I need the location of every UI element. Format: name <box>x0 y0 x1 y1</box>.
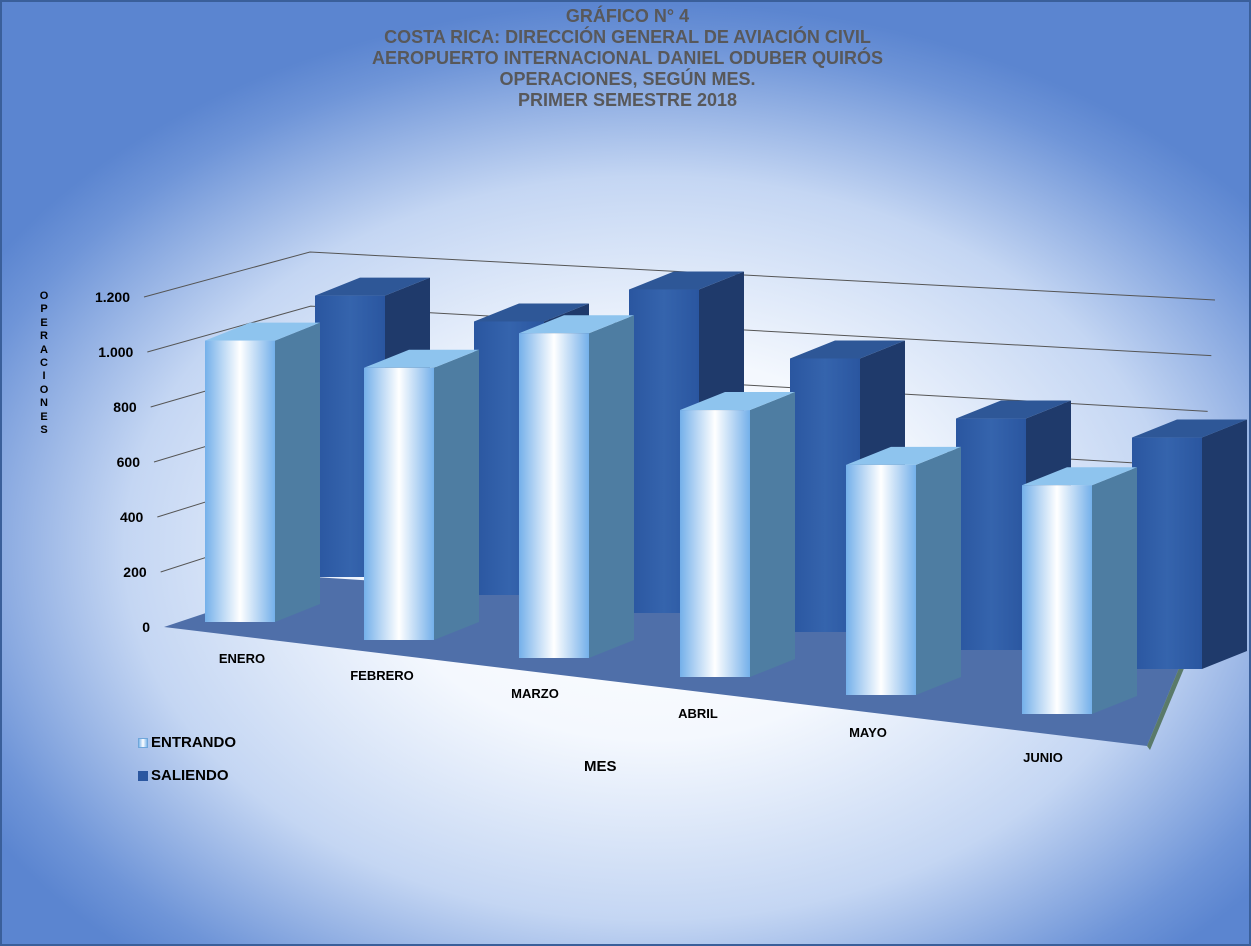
bar-entrando-febrero-top <box>364 349 479 368</box>
y-axis-ticks: 0 200 400 600 800 1.000 1.200 <box>95 289 150 635</box>
y-axis-label-char: I <box>42 370 46 383</box>
bar-entrando-junio-front <box>1022 485 1092 714</box>
legend: ENTRANDO SALIENDO <box>138 726 236 792</box>
legend-label-entrando: ENTRANDO <box>151 734 236 751</box>
y-axis-label-char: S <box>40 424 48 437</box>
bar-entrando-junio <box>1022 467 1137 714</box>
chart-title: GRÁFICO N° 4 COSTA RICA: DIRECCIÓN GENER… <box>2 6 1249 111</box>
legend-swatch-saliendo <box>138 770 148 781</box>
x-category-label: ABRIL <box>678 706 718 721</box>
y-axis-label-char: C <box>40 357 48 370</box>
y-tick-label: 1.000 <box>98 344 133 360</box>
bar-entrando-mayo-front <box>846 464 916 695</box>
bar-saliendo-junio <box>1132 419 1247 669</box>
bar-entrando-abril-top <box>680 392 795 411</box>
x-axis-label: MES <box>584 758 617 775</box>
bar-saliendo-marzo-top <box>629 271 744 290</box>
bar-entrando-febrero-side <box>434 349 479 640</box>
x-category-label: MARZO <box>511 686 559 701</box>
y-axis-label-char: O <box>39 383 49 396</box>
bar-entrando-mayo-top <box>846 446 961 465</box>
y-axis-label-char: P <box>40 303 48 316</box>
bar-saliendo-junio-front <box>1132 437 1202 669</box>
bar-entrando-enero <box>205 322 320 622</box>
y-tick-label: 0 <box>142 619 150 635</box>
bar-entrando-mayo <box>846 446 961 695</box>
bar-saliendo-junio-side <box>1202 419 1247 669</box>
bar-saliendo-mayo-front <box>956 418 1026 650</box>
bar-entrando-marzo-top <box>519 315 634 334</box>
y-axis-label-char: N <box>40 397 48 410</box>
y-axis-label-char: A <box>40 343 48 356</box>
bar-saliendo-enero-top <box>315 277 430 296</box>
bar-entrando-enero-front <box>205 340 275 622</box>
x-category-label: MAYO <box>849 725 887 740</box>
bar-entrando-mayo-side <box>916 446 961 695</box>
bar-saliendo-febrero-top <box>474 303 589 322</box>
bar-entrando-enero-side <box>275 322 320 622</box>
x-category-label: FEBRERO <box>350 668 414 683</box>
title-line-5: PRIMER SEMESTRE 2018 <box>517 90 738 110</box>
bar-entrando-marzo <box>519 315 634 658</box>
x-axis-categories: ENERO FEBRERO MARZO ABRIL MAYO JUNIO <box>219 651 1063 765</box>
x-category-label: ENERO <box>219 651 265 666</box>
y-tick-label: 200 <box>123 564 147 580</box>
bar-entrando-abril-front <box>680 410 750 677</box>
legend-item-entrando: ENTRANDO <box>138 726 236 759</box>
y-tick-label: 800 <box>113 399 137 415</box>
y-tick-label: 400 <box>120 509 144 525</box>
bar-entrando-febrero-front <box>364 367 434 640</box>
y-axis-label-char: O <box>39 290 49 302</box>
x-category-label: JUNIO <box>1023 750 1063 765</box>
y-tick-label: 600 <box>117 454 141 470</box>
title-line-1: GRÁFICO N° 4 <box>565 6 690 26</box>
y-axis-label-char: E <box>40 316 48 329</box>
y-axis-label-char: E <box>40 410 48 423</box>
bar-saliendo-mayo-top <box>956 400 1071 419</box>
title-line-3: AEROPUERTO INTERNACIONAL DANIEL ODUBER Q… <box>371 48 884 68</box>
title-line-4: OPERACIONES, SEGÚN MES. <box>499 69 756 89</box>
bar-entrando-junio-top <box>1022 467 1137 486</box>
gridline <box>147 305 1212 357</box>
bar-entrando-febrero <box>364 349 479 640</box>
title-line-2: COSTA RICA: DIRECCIÓN GENERAL DE AVIACIÓ… <box>384 27 871 47</box>
bar-entrando-marzo-side <box>589 315 634 658</box>
bar-entrando-abril-side <box>750 392 795 677</box>
bar-entrando-marzo-front <box>519 333 589 658</box>
legend-swatch-entrando <box>138 737 148 748</box>
bar-saliendo-junio-top <box>1132 419 1247 438</box>
bar-entrando-junio-side <box>1092 467 1137 714</box>
y-axis-label-char: R <box>40 330 48 343</box>
gridline <box>143 251 1216 301</box>
y-tick-label: 1.200 <box>95 289 130 305</box>
bar-entrando-abril <box>680 392 795 677</box>
bar-saliendo-abril-top <box>790 340 905 359</box>
legend-label-saliendo: SALIENDO <box>151 767 229 784</box>
legend-item-saliendo: SALIENDO <box>138 759 236 792</box>
bars <box>205 271 1247 714</box>
bar-entrando-enero-top <box>205 322 320 341</box>
